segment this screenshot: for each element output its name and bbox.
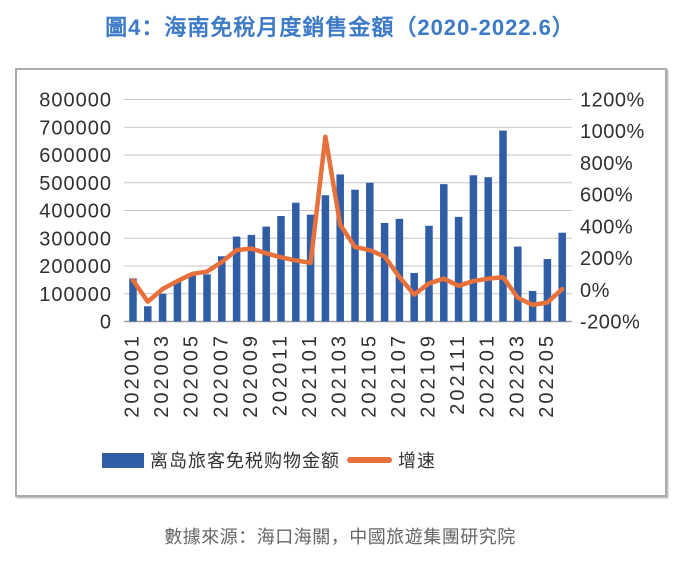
x-axis-tick-label: 202007 [210, 333, 232, 418]
y-axis-right-tick-label: -200% [580, 312, 640, 334]
bar-202003 [158, 293, 167, 322]
y-axis-right-tick-label: 800% [580, 153, 633, 175]
x-axis-tick-label: 202105 [358, 333, 380, 418]
bar-202004 [173, 280, 182, 322]
bar-202108 [410, 272, 418, 322]
bar-202006 [203, 274, 211, 322]
y-axis-left-tick-label: 0 [100, 312, 112, 334]
bar-202106 [380, 222, 389, 322]
bar-202202 [499, 130, 507, 322]
y-axis-left-tick-label: 300000 [39, 228, 112, 250]
x-axis-tick-label: 202203 [506, 333, 528, 418]
bar-202103 [336, 174, 344, 322]
bar-202203 [514, 246, 522, 322]
growth-line [130, 134, 565, 308]
y-axis-right-tick-label: 0% [580, 280, 610, 302]
chart-panel: 800000 700000 600000 500000 400000 300000 2000… [15, 68, 667, 497]
bar-202009 [247, 234, 256, 322]
y-axis-left-tick-label: 400000 [39, 201, 112, 223]
y-axis-left-tick-label: 100000 [39, 284, 112, 306]
bar-202008 [232, 236, 241, 322]
legend-bar-label: 离岛旅客免税购物金额 [150, 451, 340, 471]
bar-202007 [218, 256, 226, 322]
y-axis-left-tick-label: 500000 [39, 173, 112, 195]
bar-202201 [484, 177, 492, 322]
y-axis-left-tick-label: 800000 [39, 90, 112, 112]
x-axis-tick-label: 202109 [418, 333, 440, 418]
bar-202001 [129, 278, 137, 322]
bar-202107 [395, 218, 404, 322]
chart-legend: 离岛旅客免税购物金额 增速 [102, 449, 436, 471]
bar-202112 [469, 175, 478, 322]
x-axis-tick-label: 202201 [477, 333, 499, 418]
y-axis-right-tick-label: 600% [580, 185, 633, 207]
bar-202110 [440, 184, 448, 322]
x-axis-tick-label: 202101 [299, 333, 321, 418]
x-axis-tick-label: 202001 [122, 333, 144, 418]
legend-line-swatch [347, 457, 392, 463]
y-axis-left-tick-label: 600000 [39, 145, 112, 167]
y-axis-right-tick-label: 1000% [580, 121, 645, 143]
y-axis-right-tick-label: 200% [580, 248, 633, 270]
y-axis-left-tick-label: 700000 [39, 117, 112, 139]
x-axis-tick-label: 202103 [329, 333, 351, 418]
x-axis-tick-label: 202003 [151, 333, 173, 418]
x-axis-tick-label: 202107 [388, 333, 410, 418]
bar-202104 [351, 189, 359, 322]
source-caption: 數據來源：海口海關，中國旅遊集團研究院 [164, 527, 516, 547]
y-axis-right-tick-label: 1200% [580, 90, 645, 112]
x-axis-tick-label: 202011 [270, 333, 292, 416]
bar-202010 [262, 226, 270, 322]
legend-bar-swatch [102, 452, 144, 468]
x-axis-tick-label: 202205 [536, 333, 558, 418]
bar-202011 [277, 216, 285, 322]
bar-202206 [558, 232, 566, 322]
x-axis-tick-label: 202111 [447, 333, 469, 415]
bar-202111 [454, 216, 463, 322]
bar-202101 [306, 214, 315, 322]
bar-202205 [543, 259, 552, 322]
bar-202102 [321, 195, 330, 322]
bar-202109 [425, 225, 433, 322]
legend-line-label: 增速 [398, 451, 436, 471]
sales-growth-combo-chart: 800000 700000 600000 500000 400000 300000 2000… [39, 90, 645, 418]
y-axis-right-tick-label: 400% [580, 216, 633, 238]
y-axis-left-tick-label: 200000 [39, 256, 112, 278]
bar-202002 [144, 306, 152, 322]
x-axis-tick-label: 202009 [240, 333, 262, 418]
x-axis-tick-label: 202005 [181, 333, 203, 418]
page-title: 圖4：海南免稅月度銷售金額（2020-2022.6） [105, 15, 575, 40]
bar-202005 [188, 274, 196, 322]
